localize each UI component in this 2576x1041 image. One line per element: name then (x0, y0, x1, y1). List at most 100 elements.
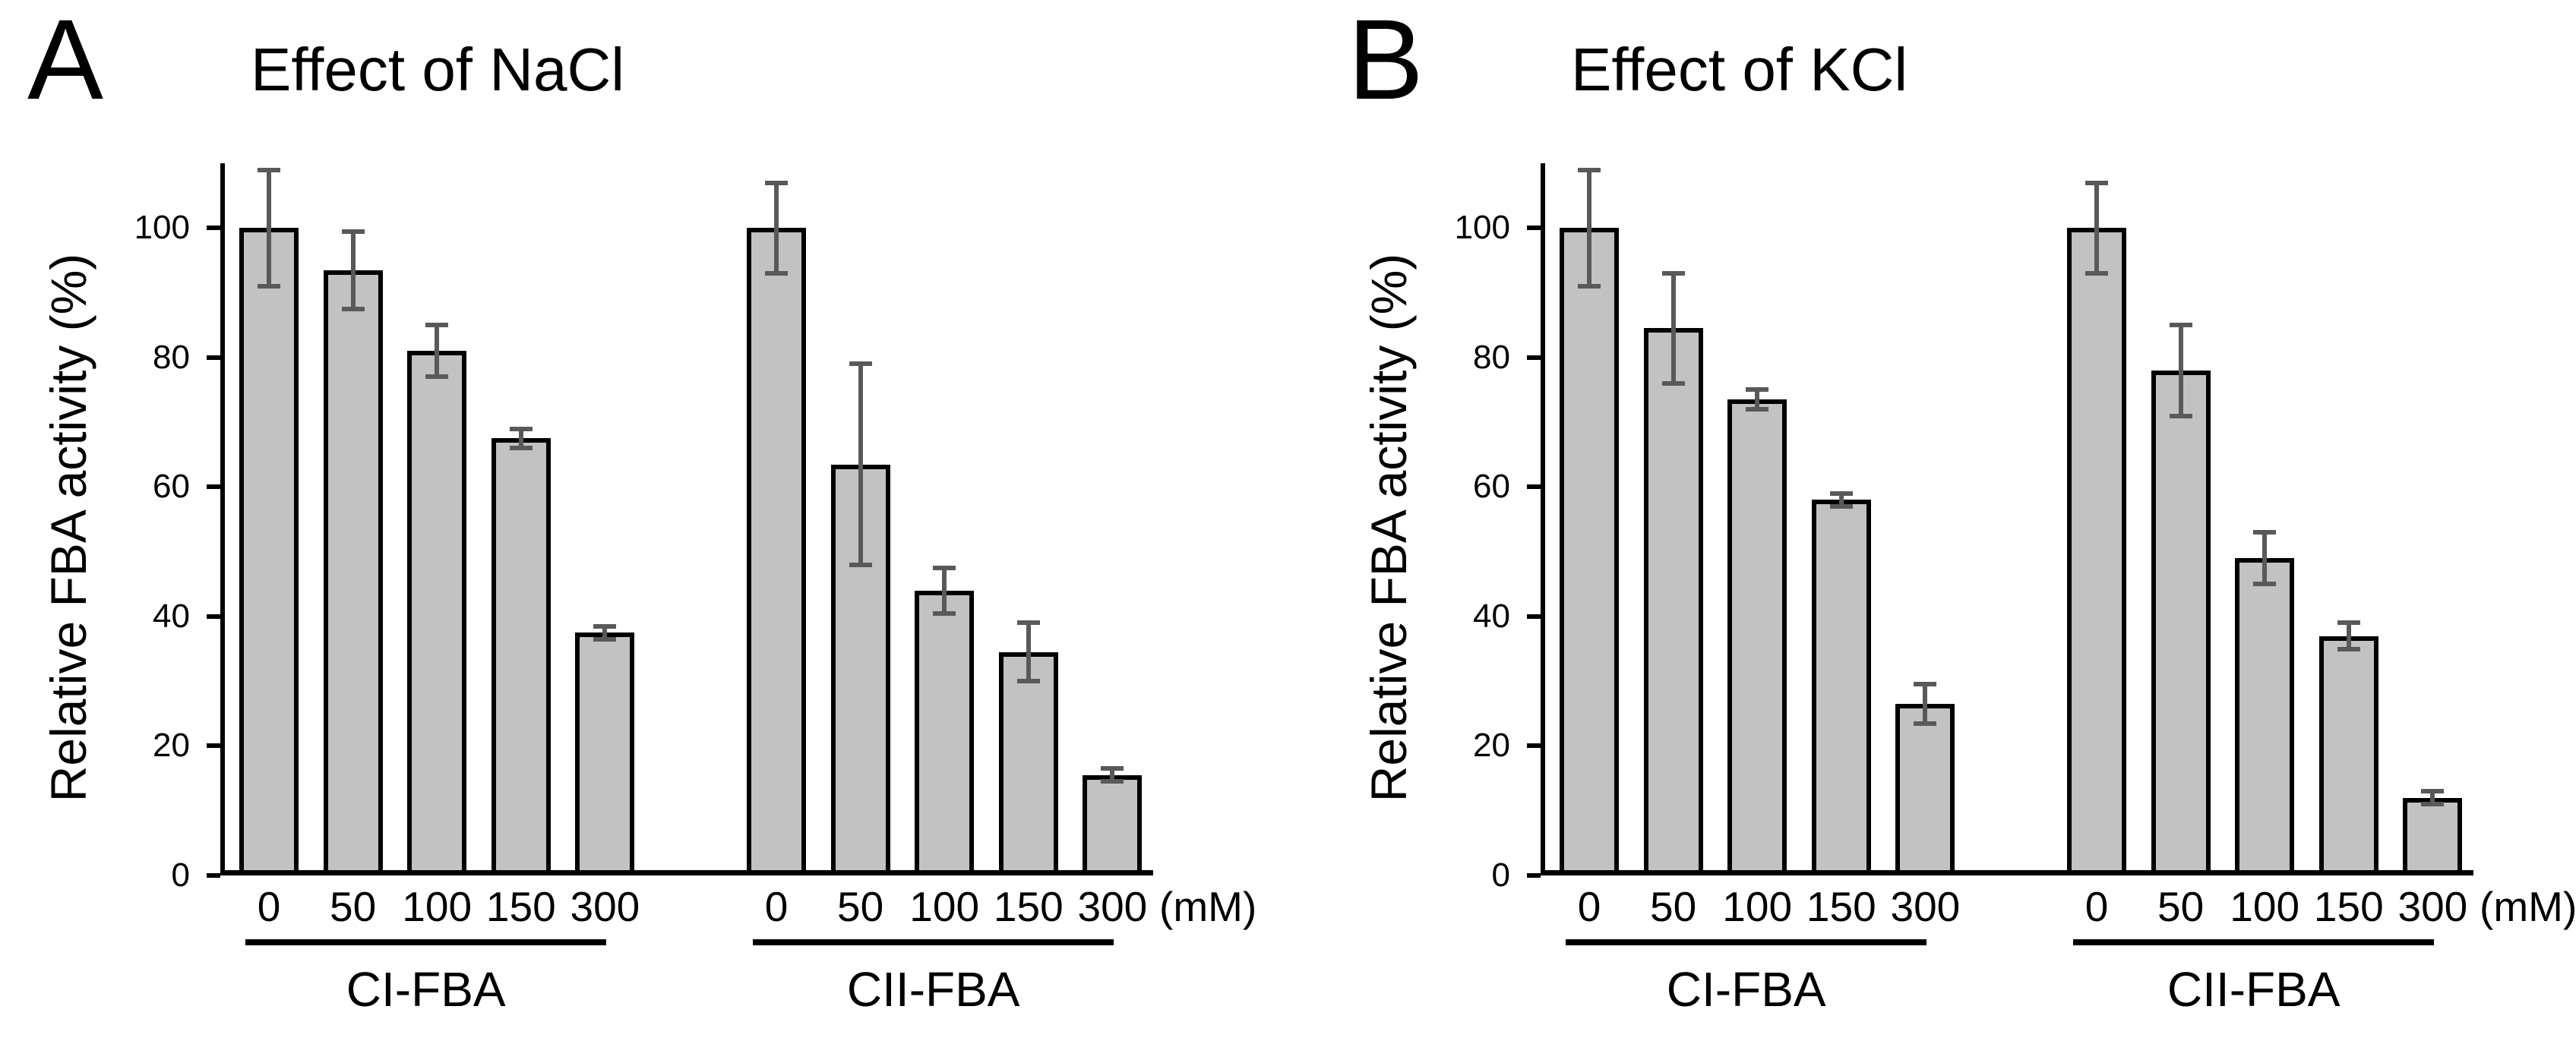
x-unit-label: (mM) (2480, 883, 2576, 930)
error-bar-cap-bottom (765, 270, 788, 276)
error-bar-cap-bottom (2253, 582, 2277, 587)
x-tick-label: 50 (2157, 883, 2205, 930)
error-bar-cap-top (2337, 620, 2360, 626)
x-tick-label: 50 (330, 883, 377, 930)
x-axis-line (1541, 870, 2473, 875)
y-tick-label: 80 (1473, 338, 1510, 376)
error-bar-cap-bottom (258, 284, 280, 289)
y-axis-tick (207, 226, 220, 231)
error-bar-cap-bottom (425, 374, 449, 380)
error-bar-cap-top (2421, 789, 2445, 794)
group-label: CII-FBA (2167, 962, 2341, 1017)
error-bar-line (2262, 532, 2268, 585)
x-tick-label: 300 (570, 883, 640, 930)
panel-a: A Effect of NaCl Relative FBA activity (… (0, 0, 1256, 1041)
x-tick-label: 100 (909, 883, 980, 930)
y-axis-tick (207, 614, 220, 619)
error-bar-line (602, 626, 608, 639)
y-tick-label: 0 (171, 856, 190, 894)
error-bar-line (1755, 390, 1760, 410)
group-label: CI-FBA (346, 962, 506, 1017)
y-axis-tick (1527, 484, 1541, 490)
bar (1643, 328, 1703, 875)
y-tick-label: 0 (1491, 856, 1510, 894)
error-bar-line (350, 231, 356, 309)
error-bar-cap-top (849, 361, 872, 367)
x-tick-label: 0 (764, 883, 789, 930)
error-bar-cap-top (593, 623, 617, 629)
y-tick-label: 80 (153, 338, 190, 376)
group-underline (1566, 939, 1927, 945)
error-bar-cap-top (509, 426, 533, 431)
error-bar-cap-bottom (1746, 407, 1769, 412)
error-bar-line (518, 428, 523, 449)
error-bar-cap-bottom (1914, 721, 1937, 726)
x-tick-label: 50 (1650, 883, 1697, 930)
bar (2067, 228, 2126, 875)
error-bar-cap-top (258, 167, 280, 172)
panel-letter-b: B (1348, 0, 1424, 123)
error-bar-line (2346, 623, 2351, 649)
x-unit-label: (mM) (1159, 883, 1257, 930)
x-tick-label: 150 (993, 883, 1064, 930)
error-bar-line (2178, 325, 2183, 416)
error-bar-cap-top (1661, 270, 1685, 276)
x-tick-label: 0 (1577, 883, 1601, 930)
x-tick-label: 100 (1722, 883, 1793, 930)
panel-a-y-axis-label: Relative FBA activity (%) (40, 253, 96, 803)
error-bar-cap-bottom (2085, 270, 2108, 276)
error-bar-cap-bottom (1661, 380, 1685, 386)
error-bar-cap-top (933, 565, 956, 570)
bar (1811, 500, 1871, 875)
y-axis-tick (207, 873, 220, 878)
error-bar-cap-bottom (933, 610, 956, 616)
y-axis-tick (1527, 743, 1541, 749)
error-bar-cap-top (765, 180, 788, 185)
bar (239, 228, 299, 875)
panel-b-plot-area: 0 20 40 60 80 100 0 50 100 150 300 CI-FBA 0 50 100 150 3… (1455, 163, 2576, 1014)
y-axis-tick (207, 743, 220, 749)
x-axis-line (220, 870, 1153, 875)
error-bar-cap-top (2169, 323, 2192, 328)
y-axis-line (220, 163, 225, 875)
x-tick-label: 0 (2085, 883, 2109, 930)
group-label: CI-FBA (1666, 962, 1826, 1017)
error-bar-line (435, 325, 440, 377)
error-bar-line (1838, 493, 1844, 506)
error-bar-line (2094, 182, 2099, 273)
y-axis-tick (207, 355, 220, 360)
bar (2318, 636, 2378, 875)
panel-letter-a: A (27, 0, 104, 123)
error-bar-cap-bottom (341, 306, 365, 311)
panel-b-y-axis-label: Relative FBA activity (%) (1361, 253, 1417, 803)
error-bar-cap-top (2253, 530, 2277, 535)
error-bar-cap-top (2085, 180, 2108, 185)
group-label: CII-FBA (846, 962, 1020, 1017)
error-bar-line (1923, 684, 1928, 724)
bar (323, 270, 383, 875)
x-tick-label: 300 (1890, 883, 1961, 930)
y-axis-tick (1527, 614, 1541, 619)
error-bar-cap-top (1101, 766, 1124, 771)
error-bar-line (942, 567, 947, 614)
y-axis-tick (207, 484, 220, 490)
error-bar-cap-bottom (1016, 679, 1040, 684)
x-tick-label: 300 (1077, 883, 1148, 930)
bar (407, 351, 467, 875)
group-underline (2073, 939, 2435, 945)
error-bar-line (1110, 768, 1115, 782)
panel-a-title: Effect of NaCl (251, 36, 625, 103)
x-tick-label: 0 (257, 883, 281, 930)
bar (915, 590, 975, 875)
error-bar-cap-top (1578, 167, 1601, 172)
error-bar-cap-bottom (849, 562, 872, 567)
y-tick-label: 60 (1473, 468, 1510, 506)
x-tick-label: 150 (485, 883, 556, 930)
error-bar-cap-bottom (1578, 284, 1601, 289)
x-tick-label: 100 (402, 883, 473, 930)
bar (491, 438, 551, 875)
error-bar-line (1026, 623, 1031, 682)
bar (575, 632, 635, 875)
error-bar-cap-bottom (2169, 413, 2192, 418)
bar (1560, 228, 1619, 875)
